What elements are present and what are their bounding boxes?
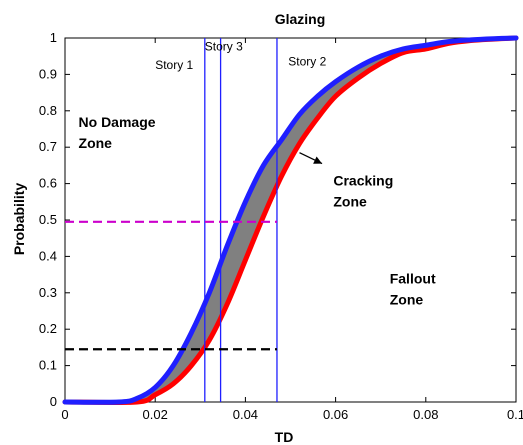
y-tick-label: 0.6 [39, 176, 57, 191]
plot-area: 0 0.02 0.04 0.06 0.08 0.1 0 0.1 0.2 0.3 0.4 0.5 0.6 0… [39, 30, 523, 422]
y-tick-label: 0.2 [39, 321, 57, 336]
chart-title: Glazing [275, 11, 326, 27]
story-label: Story 3 [205, 40, 243, 54]
zone-label: Zone [390, 292, 424, 308]
x-tick-label: 0.04 [233, 407, 258, 422]
y-tick-label: 0.1 [39, 358, 57, 373]
zone-label: Zone [79, 135, 113, 151]
y-tick-label: 0.3 [39, 285, 57, 300]
y-tick-label: 1 [50, 30, 57, 45]
x-tick-label: 0.02 [143, 407, 168, 422]
story-label: Story 1 [155, 58, 193, 72]
zone-label: Zone [333, 193, 367, 209]
x-tick-label: 0.06 [323, 407, 348, 422]
x-tick-label: 0.1 [507, 407, 523, 422]
y-tick-label: 0.7 [39, 139, 57, 154]
y-tick-label: 0.9 [39, 66, 57, 81]
x-tick-label: 0 [61, 407, 68, 422]
y-tick-label: 0.8 [39, 103, 57, 118]
series-line [62, 35, 519, 405]
annotation-arrow-head [313, 156, 323, 164]
zone-label: No Damage [79, 114, 156, 130]
y-axis-label: Probability [11, 183, 27, 256]
zone-label: Fallout [390, 271, 436, 287]
x-axis-label: TD [275, 429, 294, 445]
y-tick-label: 0 [50, 394, 57, 409]
y-tick-label: 0.4 [39, 248, 57, 263]
x-tick-label: 0.08 [413, 407, 438, 422]
zone-label: Cracking [333, 172, 393, 188]
y-tick-label: 0.5 [39, 212, 57, 227]
story-label: Story 2 [288, 54, 326, 68]
